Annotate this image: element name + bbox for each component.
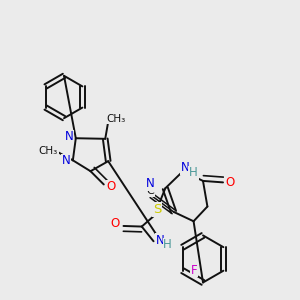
Text: CH₃: CH₃ — [107, 114, 126, 124]
Text: N: N — [62, 154, 71, 167]
Text: H: H — [189, 167, 198, 179]
Text: O: O — [111, 217, 120, 230]
Text: S: S — [153, 203, 161, 216]
Text: F: F — [190, 264, 197, 277]
Text: CH₃: CH₃ — [39, 146, 58, 156]
Text: N: N — [146, 177, 154, 190]
Text: H: H — [163, 238, 172, 251]
Text: O: O — [225, 176, 234, 189]
Text: N: N — [65, 130, 74, 143]
Text: C: C — [146, 186, 154, 196]
Text: O: O — [106, 180, 116, 193]
Text: N: N — [156, 234, 164, 247]
Text: N: N — [181, 161, 190, 174]
